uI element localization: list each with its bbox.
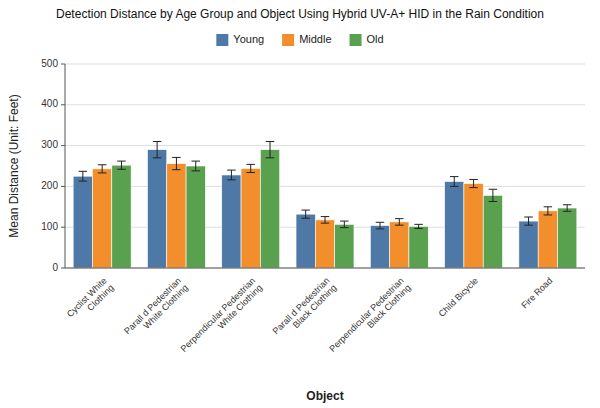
bar (92, 169, 111, 268)
error-bar (563, 205, 571, 212)
x-axis-label: Object (306, 389, 343, 403)
y-axis (65, 64, 66, 268)
error-bar (301, 210, 309, 218)
bar (370, 226, 389, 268)
x-tick-label: Perpendicular PedestrianWhite Clothing (179, 275, 265, 361)
bar (483, 195, 502, 268)
x-tick-label-line: Black Clothing (291, 282, 339, 330)
error-bar (191, 161, 199, 171)
bar (167, 164, 186, 268)
error-bar (321, 217, 329, 224)
chart: 0100200300400500Cyclist WhiteClothingPar… (0, 0, 600, 408)
legend-swatch (216, 34, 228, 46)
bar (186, 166, 205, 268)
grid-line (65, 186, 585, 187)
bar (409, 226, 428, 268)
error-bar (117, 161, 125, 169)
error-bar (266, 142, 274, 158)
x-tick-label-line: Clothing (85, 282, 115, 312)
plot-area (65, 64, 585, 268)
x-tick-label-line: Child Bicycle (437, 275, 481, 319)
x-tick-label-line: Black Clothing (365, 282, 413, 330)
y-tick (61, 104, 65, 105)
y-tick (61, 227, 65, 228)
y-tick-label: 0 (52, 262, 58, 273)
error-bar (340, 221, 348, 228)
bar (538, 211, 557, 268)
bar (558, 208, 577, 268)
bar (112, 165, 131, 268)
y-tick-label: 100 (41, 221, 58, 232)
legend-label: Middle (299, 33, 331, 45)
bar (241, 168, 260, 268)
legend-label: Old (367, 33, 384, 45)
error-bar (172, 157, 180, 169)
error-bar (524, 217, 532, 225)
grid-line (65, 104, 585, 105)
y-tick (61, 186, 65, 187)
error-bar (414, 224, 422, 228)
error-bar (489, 189, 497, 201)
y-tick (61, 64, 65, 65)
legend: Young Middle Old (216, 33, 383, 46)
error-bar (153, 142, 161, 158)
x-tick-label-line: Perpendicular Pedestrian (179, 275, 258, 354)
error-bar (227, 170, 235, 180)
error-bar (469, 179, 477, 187)
bar (315, 220, 334, 268)
bars (73, 142, 577, 268)
y-tick-label: 300 (41, 139, 58, 150)
y-tick (61, 268, 65, 269)
bar (390, 222, 409, 268)
grid-line (65, 268, 585, 269)
error-bar (376, 222, 384, 229)
x-tick-label-line: Fire Road (519, 275, 554, 310)
error-bar (98, 165, 106, 173)
error-bar (246, 164, 254, 172)
x-tick-label-line: Parall d Pedestrian (122, 275, 183, 336)
bar (335, 224, 354, 268)
x-tick-label: Parall d PedestrianWhite Clothing (122, 275, 190, 343)
y-axis-label: Mean Distance (Unit: Feet) (7, 94, 21, 237)
bar (73, 176, 92, 268)
x-tick-label: Parall d PedestrianBlack Clothing (271, 275, 339, 343)
y-tick (61, 145, 65, 146)
error-bar (79, 171, 87, 181)
x-tick-label: Fire Road (519, 275, 554, 310)
y-tick-label: 500 (41, 58, 58, 69)
x-tick-label: Child Bicycle (437, 275, 481, 319)
bar (296, 214, 315, 268)
bar (445, 182, 464, 268)
x-tick-label: Cyclist WhiteClothing (65, 275, 116, 326)
bar (147, 150, 166, 268)
x-tick-label-line: White Clothing (216, 282, 264, 330)
y-tick-label: 200 (41, 180, 58, 191)
x-tick-label-line: Perpendicular Pedestrian (327, 275, 406, 354)
bar (260, 150, 279, 268)
bar (519, 221, 538, 268)
x-tick-label-line: Parall d Pedestrian (271, 275, 332, 336)
legend-swatch (350, 34, 362, 46)
title: Detection Distance by Age Group and Obje… (56, 7, 544, 21)
bar (222, 175, 241, 268)
legend-swatch (282, 34, 294, 46)
legend-label: Young (233, 33, 264, 45)
grid-line (65, 145, 585, 146)
bar (464, 184, 483, 268)
error-bar (450, 177, 458, 187)
error-bar (544, 207, 552, 215)
grid-line (65, 64, 585, 65)
x-axis (65, 268, 585, 269)
y-tick-label: 400 (41, 98, 58, 109)
x-tick-label-line: White Clothing (141, 282, 189, 330)
error-bar (395, 219, 403, 226)
x-tick-label: Perpendicular PedestrianBlack Clothing (327, 275, 413, 361)
